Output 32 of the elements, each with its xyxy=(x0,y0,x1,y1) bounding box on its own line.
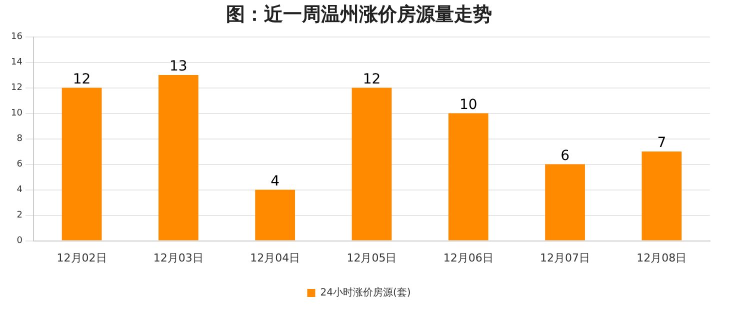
x-tick-label: 12月05日 xyxy=(346,251,397,264)
data-label: 10 xyxy=(459,96,478,113)
data-label: 7 xyxy=(657,135,666,152)
bar xyxy=(448,113,488,240)
bar xyxy=(158,75,198,240)
x-tick-label: 12月02日 xyxy=(56,251,107,264)
y-tick-label: 10 xyxy=(11,108,23,119)
y-tick-label: 14 xyxy=(11,58,23,68)
data-label: 12 xyxy=(362,71,381,88)
data-label: 4 xyxy=(270,173,280,190)
legend-label: 24小时涨价房源(套) xyxy=(320,286,411,299)
bar xyxy=(62,88,102,240)
data-label: 6 xyxy=(560,148,570,164)
bar xyxy=(255,190,296,240)
y-tick-label: 12 xyxy=(11,83,22,94)
x-tick-label: 12月07日 xyxy=(540,251,590,264)
data-label: 12 xyxy=(72,71,91,88)
y-tick-label: 4 xyxy=(16,185,23,196)
y-tick-label: 0 xyxy=(16,236,23,246)
y-tick-label: 2 xyxy=(16,210,22,221)
x-tick-label: 12月03日 xyxy=(153,251,204,264)
bar xyxy=(642,152,682,240)
bar xyxy=(545,164,585,240)
x-tick-label: 12月06日 xyxy=(443,251,494,264)
bar xyxy=(352,88,392,240)
x-tick-label: 12月04日 xyxy=(250,251,300,264)
x-tick-label: 12月08日 xyxy=(636,251,687,264)
data-label: 13 xyxy=(170,58,188,75)
y-tick-label: 6 xyxy=(16,160,23,170)
y-tick-label: 16 xyxy=(11,32,23,42)
y-tick-label: 8 xyxy=(16,134,23,144)
chart-title: 图：近一周温州涨价房源量走势 xyxy=(226,3,492,26)
